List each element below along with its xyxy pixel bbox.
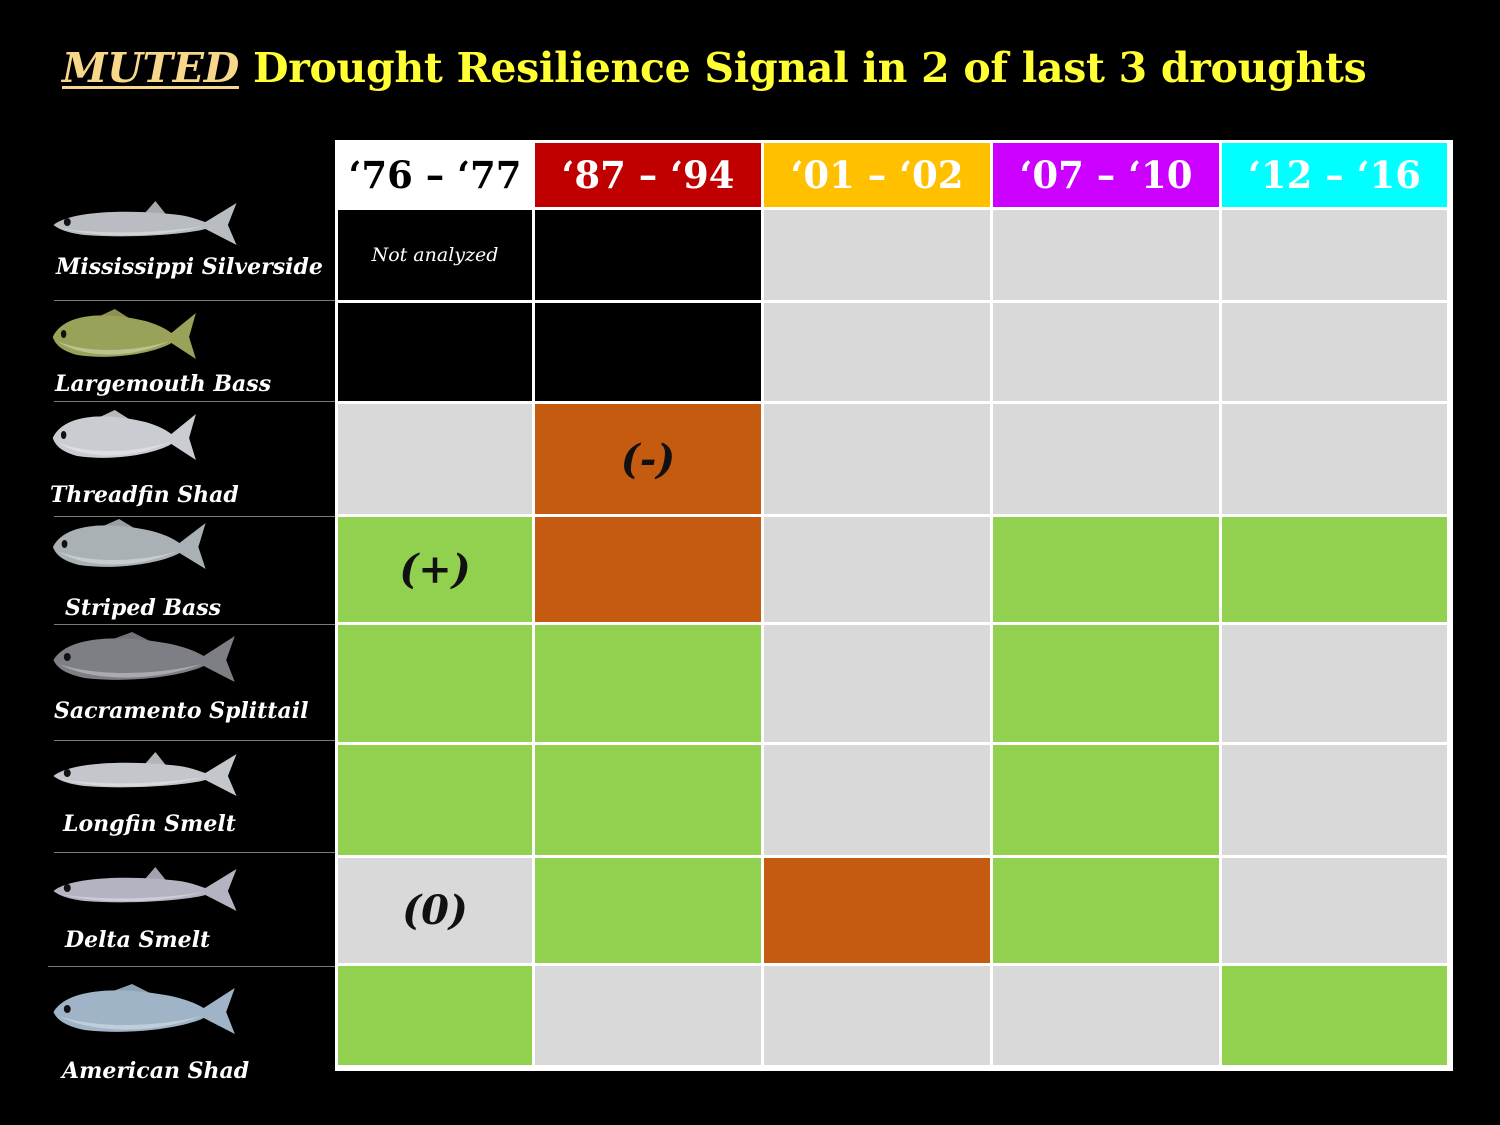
fish-image — [50, 982, 240, 1038]
table-cell — [993, 625, 1219, 742]
table-cell — [764, 966, 990, 1065]
table-cell: (+) — [338, 517, 532, 622]
table-cell — [338, 745, 532, 855]
row-divider — [54, 624, 335, 625]
page-title: MUTED Drought Resilience Signal in 2 of … — [62, 44, 1367, 92]
table-cell — [338, 404, 532, 514]
table-cell — [535, 745, 761, 855]
table-cell — [1222, 858, 1447, 963]
table-cell — [1222, 404, 1447, 514]
table-cell — [993, 517, 1219, 622]
table-cell — [338, 966, 532, 1065]
table-cell — [338, 625, 532, 742]
row-divider — [54, 401, 335, 402]
row-divider — [54, 852, 335, 853]
species-label: Largemouth Bass — [55, 371, 272, 397]
row-divider — [54, 516, 335, 517]
table-cell — [1222, 625, 1447, 742]
table-cell: (0) — [338, 858, 532, 963]
table-cell: Not analyzed — [338, 210, 532, 300]
table-cell — [993, 210, 1219, 300]
table-cell — [1222, 517, 1447, 622]
title-rest: Drought Resilience Signal in 2 of last 3… — [238, 44, 1367, 92]
species-label: Delta Smelt — [65, 927, 211, 953]
table-cell — [1222, 210, 1447, 300]
table-cell — [764, 517, 990, 622]
column-header: ‘01 – ‘02 — [764, 143, 990, 207]
species-label: Threadfin Shad — [50, 482, 239, 508]
not-analyzed-note: Not analyzed — [371, 244, 499, 266]
signal-label: (+) — [399, 546, 471, 593]
fish-image — [50, 861, 240, 917]
table-cell: (-) — [535, 404, 761, 514]
species-label: Sacramento Splittail — [54, 698, 309, 724]
table-cell — [764, 625, 990, 742]
table-cell — [993, 303, 1219, 401]
species-label: Mississippi Silverside — [56, 254, 323, 280]
species-label: American Shad — [62, 1058, 250, 1084]
row-divider — [54, 740, 335, 741]
table-cell — [535, 210, 761, 300]
species-label: Longfin Smelt — [63, 811, 236, 837]
signal-label: (0) — [402, 887, 468, 934]
fish-image — [50, 307, 200, 363]
table-cell — [764, 745, 990, 855]
table-cell — [535, 517, 761, 622]
title-emphasis: MUTED — [62, 44, 239, 92]
table-cell — [1222, 745, 1447, 855]
table-cell — [535, 303, 761, 401]
row-divider — [48, 966, 335, 967]
fish-image — [50, 630, 240, 686]
signal-label: (-) — [620, 435, 676, 483]
column-header: ‘12 – ‘16 — [1222, 143, 1447, 207]
table-cell — [535, 625, 761, 742]
table-cell — [764, 210, 990, 300]
column-header: ‘07 – ‘10 — [993, 143, 1219, 207]
table-cell — [1222, 966, 1447, 1065]
table-cell — [764, 303, 990, 401]
row-divider — [54, 300, 335, 301]
table-cell — [1222, 303, 1447, 401]
table-cell — [535, 966, 761, 1065]
fish-image — [50, 195, 240, 251]
fish-image — [50, 517, 210, 573]
species-label: Striped Bass — [65, 595, 222, 621]
table-cell — [993, 966, 1219, 1065]
fish-image — [50, 746, 240, 802]
column-header: ‘87 – ‘94 — [535, 143, 761, 207]
table-cell — [535, 858, 761, 963]
fish-image — [50, 408, 200, 464]
table-cell — [993, 404, 1219, 514]
table-cell — [764, 858, 990, 963]
table-cell — [993, 858, 1219, 963]
column-header: ‘76 – ‘77 — [338, 143, 532, 207]
table-cell — [764, 404, 990, 514]
table-cell — [338, 303, 532, 401]
table-cell — [993, 745, 1219, 855]
